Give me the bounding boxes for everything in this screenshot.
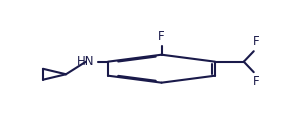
Text: F: F <box>158 30 165 43</box>
Text: F: F <box>253 35 259 48</box>
Text: HN: HN <box>77 55 95 68</box>
Text: F: F <box>253 75 259 88</box>
